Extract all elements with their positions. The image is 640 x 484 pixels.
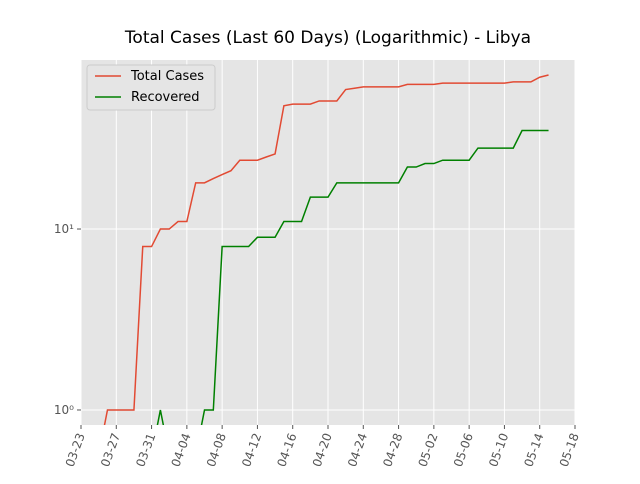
x-tick-label: 04-16 [274,431,299,469]
x-tick-label: 04-20 [310,431,335,469]
x-tick-label: 05-10 [486,431,511,469]
series-line [156,129,549,425]
x-tick-label: 04-12 [239,431,264,469]
x-tick-label: 05-02 [416,431,441,469]
y-tick-label: 10⁰ [54,403,74,417]
legend-label: Recovered [131,90,200,105]
x-tick-label: 05-06 [451,431,476,469]
chart-title: Total Cases (Last 60 Days) (Logarithmic)… [124,28,531,48]
x-tick-label: 03-31 [133,431,158,469]
x-tick-label: 03-27 [98,431,123,469]
y-tick-label: 10¹ [54,222,74,236]
x-tick-label: 04-24 [345,431,370,469]
x-tick-label: 05-14 [521,431,546,469]
x-tick-label: 05-18 [557,431,582,469]
legend-label: Total Cases [130,69,204,84]
series-line [103,74,549,425]
x-tick-label: 04-28 [380,431,405,469]
x-tick-label: 04-04 [169,431,194,469]
x-tick-label: 03-23 [63,431,88,469]
x-tick-label: 04-08 [204,431,229,469]
legend: Total Cases Recovered [86,64,216,111]
